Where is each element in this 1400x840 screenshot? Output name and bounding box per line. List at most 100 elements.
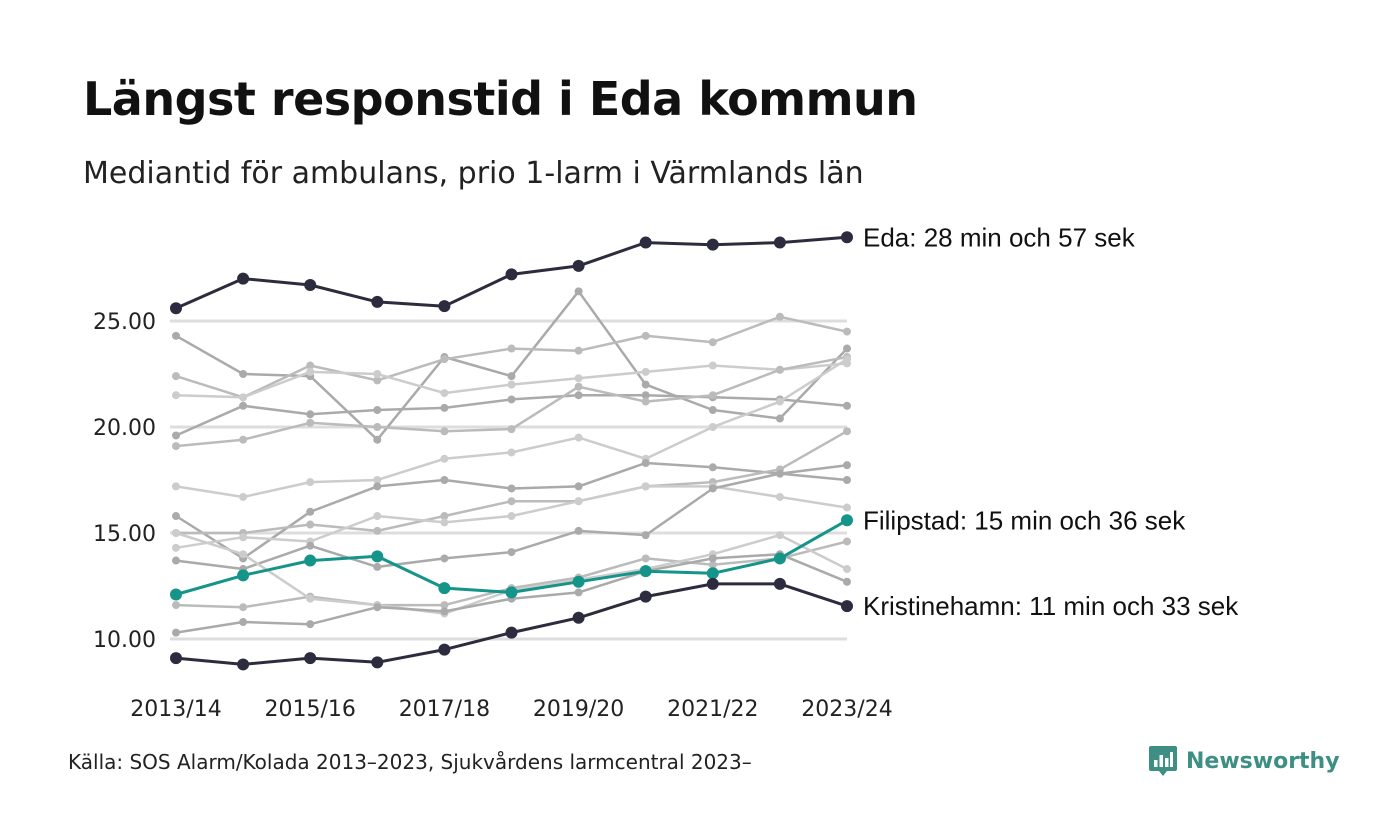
y-tick-label: 20.00 (93, 416, 156, 441)
data-point (170, 302, 182, 315)
data-point (373, 435, 382, 444)
y-axis-ticks: 10.00 15.00 20.00 25.00 (93, 310, 156, 653)
data-point (843, 327, 851, 336)
data-point (306, 520, 315, 529)
data-point (507, 380, 516, 389)
background-series (172, 353, 851, 451)
data-point (641, 459, 650, 468)
data-point (373, 476, 382, 484)
x-tick-label: 2017/18 (399, 697, 490, 722)
data-point (775, 365, 784, 374)
data-point (574, 497, 583, 506)
data-point (239, 393, 248, 402)
data-point (841, 231, 853, 244)
data-point (239, 435, 248, 444)
data-point (574, 346, 583, 355)
data-point (237, 569, 250, 582)
x-tick-label: 2015/16 (264, 697, 355, 722)
data-point (708, 423, 717, 431)
data-point (172, 391, 180, 400)
data-point (438, 300, 451, 313)
data-point (641, 554, 650, 563)
data-point (708, 406, 717, 415)
y-tick-label: 10.00 (93, 628, 156, 653)
data-point (708, 338, 717, 347)
data-point (708, 484, 717, 493)
background-series (172, 550, 851, 637)
data-point (641, 482, 650, 491)
data-point (373, 406, 382, 415)
data-point (438, 643, 451, 656)
series-end-label: Kristinehamn: 11 min och 33 sek (863, 591, 1239, 621)
data-point (507, 548, 516, 557)
data-point (843, 355, 851, 364)
data-point (507, 344, 516, 353)
data-point (440, 512, 449, 521)
data-point (574, 287, 583, 296)
data-point (371, 295, 384, 308)
data-point (843, 344, 851, 353)
data-point (373, 512, 382, 521)
data-point (775, 469, 784, 478)
data-point (373, 370, 382, 378)
data-point (775, 397, 784, 406)
data-point (172, 482, 180, 491)
data-point (172, 556, 180, 565)
data-point (843, 503, 851, 512)
brand-logo[interactable]: Newsworthy (1148, 744, 1340, 778)
newsworthy-chart-icon (1149, 746, 1177, 776)
data-point (841, 600, 853, 613)
data-point (773, 236, 786, 249)
data-point (306, 418, 315, 427)
data-point (306, 478, 315, 487)
data-point (172, 628, 180, 637)
data-point (507, 497, 516, 506)
data-point (507, 448, 516, 457)
data-point (574, 433, 583, 442)
highlight-series (170, 577, 853, 671)
data-point (708, 361, 717, 370)
data-point (440, 454, 449, 463)
data-point (306, 620, 315, 629)
data-point (440, 607, 449, 616)
y-tick-label: 15.00 (93, 522, 156, 547)
data-point (775, 312, 784, 321)
brand-name: Newsworthy (1186, 748, 1340, 774)
data-point (505, 586, 518, 599)
data-point (706, 238, 719, 251)
data-point (440, 554, 449, 563)
data-point (641, 367, 650, 376)
chart-title: Längst responstid i Eda kommun (83, 72, 918, 126)
series-line (175, 290, 848, 441)
data-point (641, 331, 650, 340)
data-point (373, 603, 382, 612)
data-point (440, 403, 449, 412)
data-point (440, 601, 449, 610)
x-tick-label: 2023/24 (801, 697, 892, 722)
data-point (172, 442, 180, 451)
highlight-series (170, 514, 853, 601)
data-point (639, 565, 652, 578)
background-series (172, 287, 851, 444)
highlight-series (170, 231, 853, 315)
data-point (574, 526, 583, 535)
background-series (172, 312, 851, 402)
data-point (507, 372, 516, 381)
data-point (843, 427, 851, 436)
data-point (574, 382, 583, 391)
data-point (574, 391, 583, 400)
data-point (306, 541, 315, 550)
data-point (172, 512, 180, 521)
data-point (239, 533, 248, 542)
data-point (773, 552, 786, 565)
data-point (440, 389, 449, 398)
data-point (505, 268, 518, 281)
data-point (371, 656, 384, 669)
data-point (775, 531, 784, 540)
data-point (172, 431, 180, 440)
data-point (843, 476, 851, 484)
highlighted-series (170, 231, 853, 671)
chart-subtitle: Mediantid för ambulans, prio 1-larm i Vä… (83, 156, 864, 191)
data-point (239, 550, 248, 559)
